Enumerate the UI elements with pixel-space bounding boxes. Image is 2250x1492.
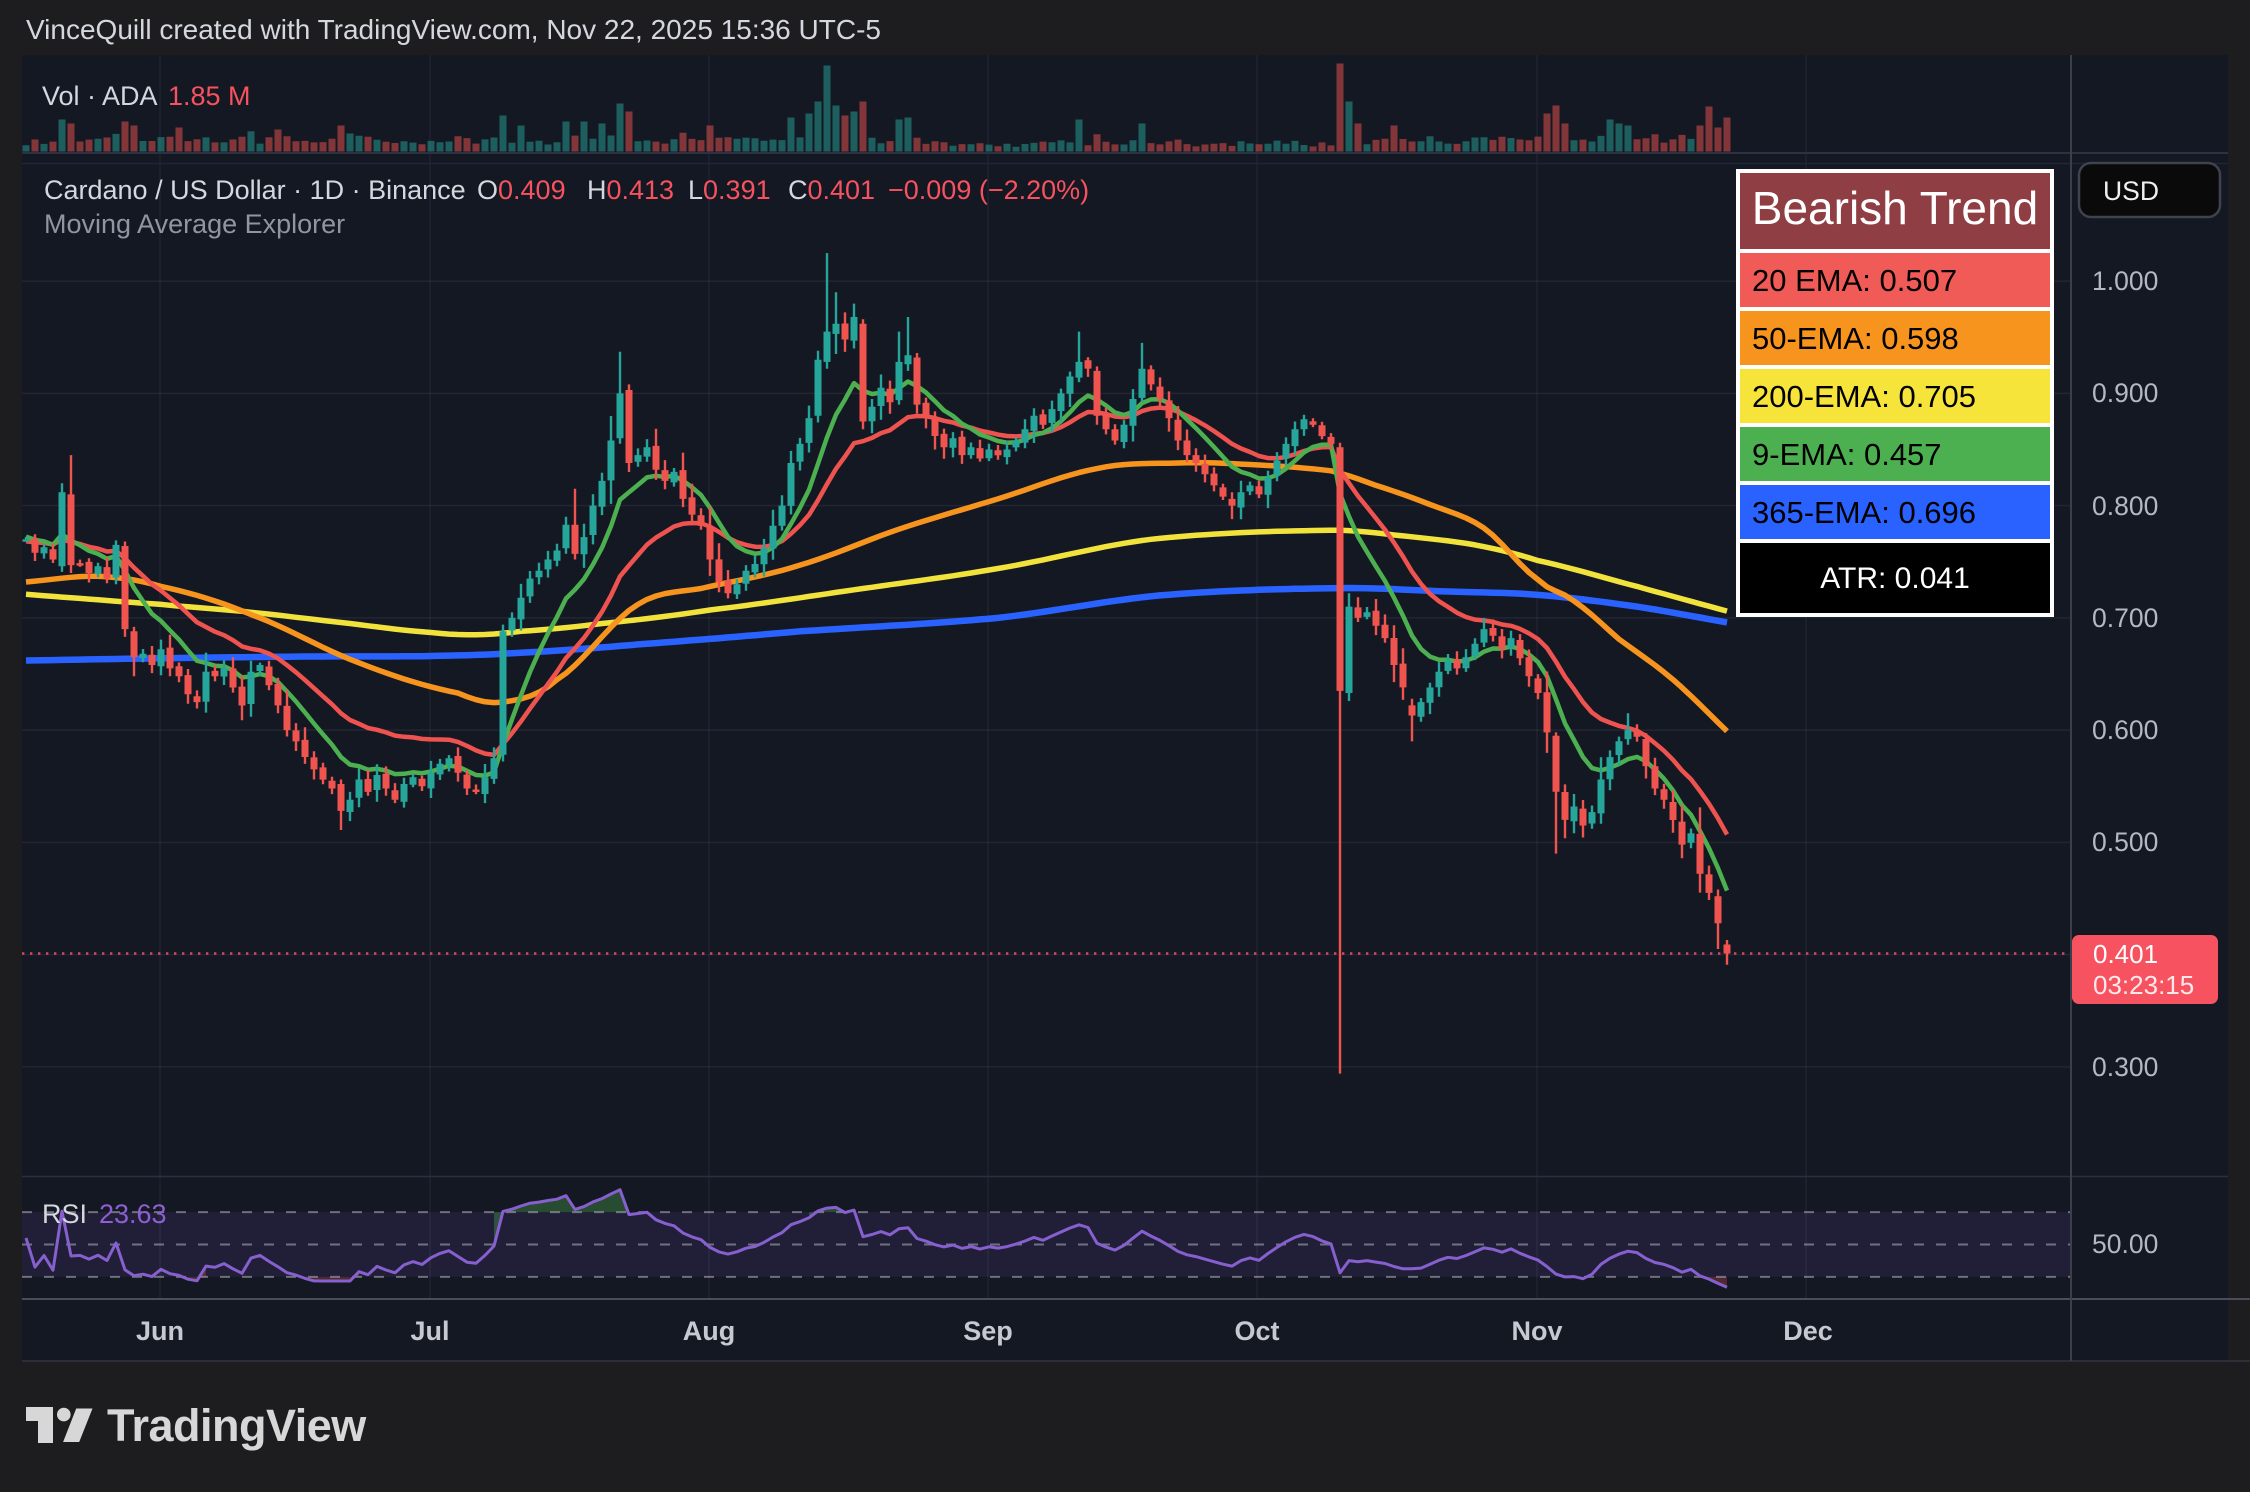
- svg-text:Dec: Dec: [1783, 1316, 1833, 1346]
- svg-text:23.63: 23.63: [99, 1199, 167, 1229]
- svg-text:RSI: RSI: [42, 1199, 87, 1229]
- svg-text:50-EMA: 0.598: 50-EMA: 0.598: [1752, 321, 1959, 356]
- svg-text:VinceQuill created with Tradin: VinceQuill created with TradingView.com,…: [26, 14, 881, 45]
- svg-text:Oct: Oct: [1234, 1316, 1279, 1346]
- svg-text:Aug: Aug: [683, 1316, 735, 1346]
- svg-text:Moving Average Explorer: Moving Average Explorer: [44, 209, 345, 239]
- svg-text:ATR: 0.041: ATR: 0.041: [1820, 562, 1970, 595]
- svg-text:9-EMA: 0.457: 9-EMA: 0.457: [1752, 437, 1942, 472]
- svg-text:0.900: 0.900: [2092, 378, 2158, 408]
- svg-text:365-EMA: 0.696: 365-EMA: 0.696: [1752, 495, 1976, 530]
- svg-text:Bearish Trend: Bearish Trend: [1752, 182, 2038, 234]
- svg-text:03:23:15: 03:23:15: [2093, 970, 2194, 1000]
- svg-text:1.85 M: 1.85 M: [168, 81, 251, 111]
- svg-text:Nov: Nov: [1511, 1316, 1562, 1346]
- svg-text:50.00: 50.00: [2092, 1229, 2158, 1259]
- svg-text:Jul: Jul: [410, 1316, 449, 1346]
- svg-text:0.401: 0.401: [2093, 939, 2158, 969]
- svg-text:0.500: 0.500: [2092, 827, 2158, 857]
- svg-text:0.700: 0.700: [2092, 603, 2158, 633]
- svg-text:0.300: 0.300: [2092, 1052, 2158, 1082]
- svg-text:H0.413: H0.413: [587, 175, 674, 205]
- svg-text:0.600: 0.600: [2092, 715, 2158, 745]
- svg-text:O0.409: O0.409: [477, 175, 566, 205]
- svg-text:Sep: Sep: [963, 1316, 1013, 1346]
- svg-text:Jun: Jun: [136, 1316, 184, 1346]
- svg-text:C0.401: C0.401: [788, 175, 875, 205]
- svg-text:−0.009 (−2.20%): −0.009 (−2.20%): [888, 175, 1089, 205]
- svg-text:Cardano / US Dollar · 1D · Bin: Cardano / US Dollar · 1D · Binance: [44, 175, 466, 205]
- svg-text:200-EMA: 0.705: 200-EMA: 0.705: [1752, 379, 1976, 414]
- svg-text:Vol · ADA: Vol · ADA: [42, 81, 158, 111]
- svg-text:USD: USD: [2103, 176, 2159, 206]
- svg-text:L0.391: L0.391: [688, 175, 771, 205]
- svg-text:0.800: 0.800: [2092, 491, 2158, 521]
- svg-text:1.000: 1.000: [2092, 266, 2158, 296]
- svg-text:TradingView: TradingView: [107, 1400, 367, 1451]
- svg-text:20 EMA: 0.507: 20 EMA: 0.507: [1752, 263, 1957, 298]
